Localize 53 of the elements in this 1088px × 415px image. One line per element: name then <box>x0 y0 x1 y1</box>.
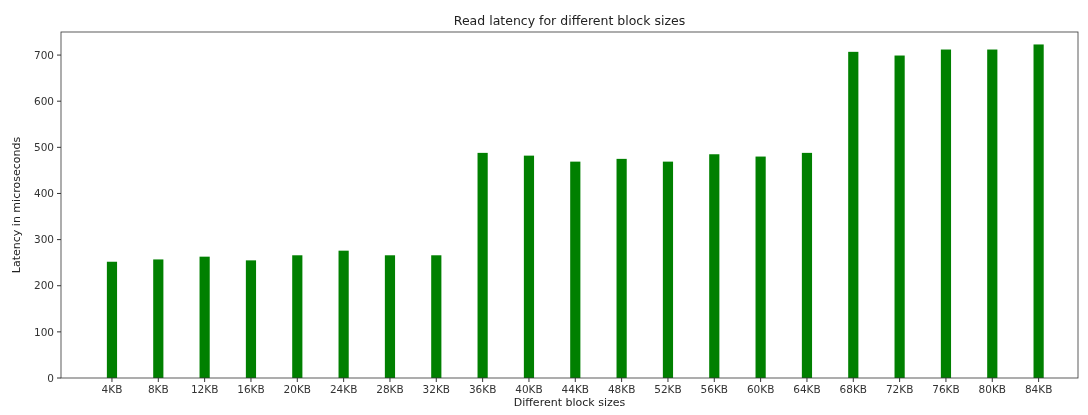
x-tick-label: 4KB <box>101 383 123 395</box>
bar <box>292 255 303 378</box>
y-tick-label: 500 <box>33 141 54 154</box>
bar <box>106 261 118 378</box>
x-tick-label: 72KB <box>885 383 914 395</box>
x-tick-label: 80KB <box>978 383 1007 395</box>
y-tick-label: 400 <box>33 187 54 200</box>
y-tick-label: 300 <box>33 233 54 246</box>
x-tick-label: 76KB <box>932 383 960 395</box>
x-tick-label: 56KB <box>700 383 729 395</box>
x-tick-label: 68KB <box>839 383 868 395</box>
bar <box>801 152 813 378</box>
x-tick-label: 48KB <box>607 383 636 395</box>
x-tick-label: 44KB <box>561 383 590 395</box>
y-tick-label: 600 <box>33 94 54 107</box>
bar <box>709 154 720 378</box>
x-tick-label: 52KB <box>654 383 682 395</box>
x-tick-label: 84KB <box>1024 383 1053 395</box>
x-axis-title: Different block sizes <box>513 396 626 409</box>
x-tick-label: 12KB <box>190 383 219 395</box>
bar <box>477 152 488 378</box>
x-tick-label: 36KB <box>468 383 497 395</box>
chart-title: Read latency for different block sizes <box>453 13 686 28</box>
x-tick-label: 40KB <box>515 383 543 395</box>
bar <box>570 161 581 378</box>
bar <box>894 55 905 378</box>
y-tick-label: 0 <box>47 371 54 384</box>
x-tick-label: 64KB <box>793 383 821 395</box>
y-tick-label: 100 <box>33 325 54 338</box>
bar <box>153 259 164 378</box>
x-tick-label: 60KB <box>746 383 775 395</box>
bar <box>987 49 998 378</box>
bar <box>755 156 766 378</box>
bar <box>338 250 349 378</box>
bar <box>384 255 396 378</box>
x-tick-label: 8KB <box>147 383 169 395</box>
y-tick-label: 700 <box>33 48 54 61</box>
y-axis-title: Latency in microseconds <box>10 136 23 274</box>
bar <box>523 155 535 378</box>
bar <box>245 260 257 378</box>
bar <box>848 51 859 378</box>
x-tick-label: 28KB <box>376 383 404 395</box>
x-tick-label: 24KB <box>329 383 358 395</box>
bar <box>940 49 952 378</box>
bar <box>662 161 674 378</box>
bar <box>431 255 442 378</box>
x-tick-label: 32KB <box>422 383 451 395</box>
x-tick-label: 16KB <box>237 383 265 395</box>
bar <box>199 256 210 378</box>
y-tick-label: 200 <box>33 279 54 292</box>
x-tick-label: 20KB <box>283 383 312 395</box>
bar <box>1033 44 1044 378</box>
bar <box>616 158 627 378</box>
